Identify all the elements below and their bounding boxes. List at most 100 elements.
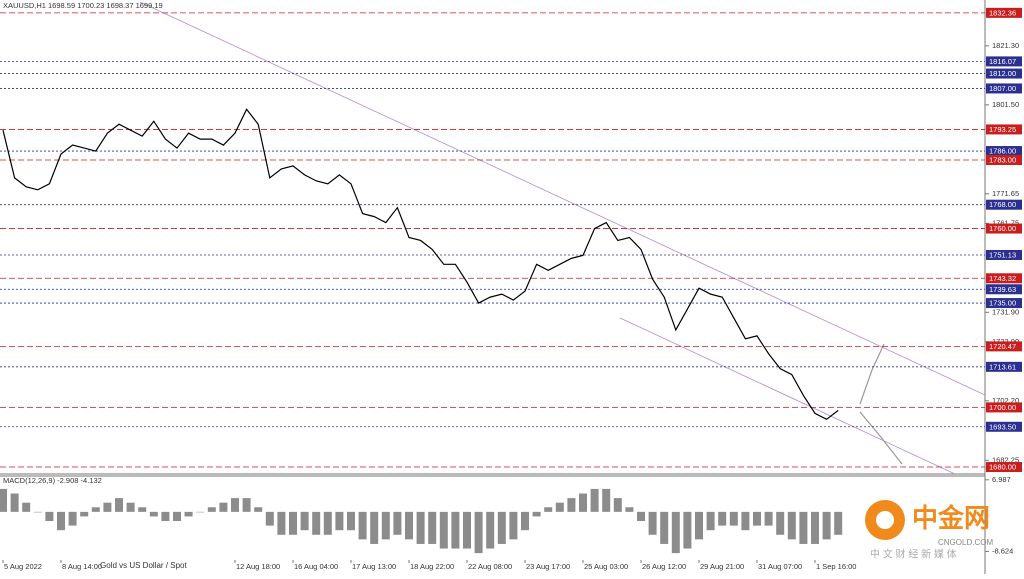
channel-line <box>139 1 986 396</box>
histogram-bar <box>602 488 611 512</box>
histogram-bar <box>393 511 402 535</box>
histogram-bar <box>0 488 7 512</box>
indicator-title: MACD(12,26,9) -2.908 -4.132 <box>3 476 102 485</box>
y-tick-label: 1702.20 <box>992 396 1019 405</box>
histogram-bar <box>822 511 831 540</box>
x-tick-label: 26 Aug 12:00 <box>642 562 686 571</box>
level-label: 1816.07 <box>989 57 1016 66</box>
x-tick-label: 22 Aug 08:00 <box>468 562 512 571</box>
histogram-bar <box>521 511 529 531</box>
histogram-bar <box>776 511 785 535</box>
level-label: 1693.50 <box>989 422 1016 431</box>
level-label: 1832.36 <box>989 8 1016 17</box>
level-label-box <box>986 223 1022 234</box>
histogram-bar <box>532 511 541 517</box>
histogram-bar <box>753 511 761 526</box>
histogram-bar <box>45 511 54 522</box>
y-tick-label: 1821.30 <box>992 41 1019 50</box>
level-label: 1812.00 <box>989 69 1016 78</box>
histogram-bar <box>486 511 495 549</box>
histogram-bar <box>428 511 437 544</box>
x-tick-label: 29 Aug 21:00 <box>700 562 744 571</box>
level-label-box <box>986 83 1022 94</box>
x-tick-label: 18 Aug 22:00 <box>410 562 454 571</box>
x-tick-label: 23 Aug 17:00 <box>526 562 570 571</box>
watermark-brand: 中金网 <box>912 503 990 533</box>
histogram-bar <box>787 511 796 540</box>
histogram-bar <box>91 507 100 512</box>
level-label-box <box>986 249 1022 260</box>
histogram-bar <box>138 507 147 512</box>
histogram-bar <box>68 511 77 526</box>
chart-subtitle: Gold vs US Dollar / Spot <box>100 561 187 570</box>
level-label-box <box>986 146 1022 157</box>
level-label: 1739.63 <box>989 285 1016 294</box>
histogram-bar <box>706 511 715 531</box>
histogram-bar <box>335 511 344 531</box>
x-tick-label: 31 Aug 07:00 <box>758 562 802 571</box>
level-label-box <box>986 402 1022 413</box>
histogram-bar <box>405 511 413 540</box>
x-tick-label: 17 Aug 13:00 <box>352 562 396 571</box>
histogram-bar <box>509 511 518 540</box>
arrow <box>859 411 903 465</box>
level-label: 1720.47 <box>989 342 1016 351</box>
histogram-bar <box>254 507 263 512</box>
y-tick-label: 1771.65 <box>992 189 1019 198</box>
histogram-bar <box>683 511 692 549</box>
x-tick-label: 12 Aug 18:00 <box>236 562 280 571</box>
histogram-bar <box>277 511 286 535</box>
histogram-bar <box>567 498 576 512</box>
histogram-bar <box>799 511 808 544</box>
histogram-bar <box>80 511 89 517</box>
histogram-bar <box>718 511 727 526</box>
histogram-bar <box>149 511 158 517</box>
y-tick-label: 1722.00 <box>992 337 1019 346</box>
level-label: 1743.32 <box>989 274 1016 283</box>
histogram-bar <box>637 511 645 522</box>
histogram-bar <box>474 511 483 554</box>
histogram-bar <box>242 498 251 512</box>
histogram-bar <box>347 511 355 531</box>
histogram-bar <box>22 502 31 512</box>
histogram-bar <box>579 493 587 512</box>
y-tick-label: 1682.25 <box>992 455 1019 464</box>
histogram-bar <box>370 511 379 544</box>
histogram-bar <box>219 502 228 512</box>
histogram-bar <box>590 488 599 512</box>
level-label-box <box>986 462 1022 473</box>
level-label: 1760.00 <box>989 224 1016 233</box>
histogram-bar <box>729 511 738 526</box>
histogram-bar <box>196 511 205 513</box>
histogram-bar <box>834 511 843 535</box>
histogram-bar <box>173 511 181 522</box>
histogram-bar <box>695 511 703 540</box>
histogram-bar <box>451 511 460 549</box>
histogram-bar <box>381 511 390 540</box>
chart-title: XAUUSD,H1 1698.59 1700.23 1698.37 1699.1… <box>3 1 163 10</box>
histogram-bar <box>231 498 239 512</box>
histogram-bar <box>10 493 19 512</box>
level-label: 1751.13 <box>989 250 1016 259</box>
watermark-site: CNGOLD.COM <box>938 538 993 547</box>
level-label-box <box>986 124 1022 135</box>
histogram-bar <box>33 511 42 513</box>
level-label: 1713.61 <box>989 362 1016 371</box>
level-label-box <box>986 56 1022 67</box>
x-tick-label: 5 Aug 2022 <box>4 562 42 571</box>
level-label-box <box>986 421 1022 432</box>
histogram-bar <box>103 502 112 512</box>
histogram-bar <box>265 511 274 526</box>
histogram-bar <box>625 507 634 512</box>
y-tick-label: 1761.75 <box>992 218 1019 227</box>
histogram-bar <box>416 511 425 544</box>
histogram-bar <box>161 511 170 522</box>
level-label-box <box>986 298 1022 309</box>
level-label: 1700.00 <box>989 403 1016 412</box>
histogram-bar <box>660 511 669 544</box>
histogram-bar <box>497 511 506 544</box>
price-line <box>2 108 839 421</box>
x-tick-label: 8 Aug 14:00 <box>62 562 102 571</box>
level-label: 1786.00 <box>989 147 1016 156</box>
